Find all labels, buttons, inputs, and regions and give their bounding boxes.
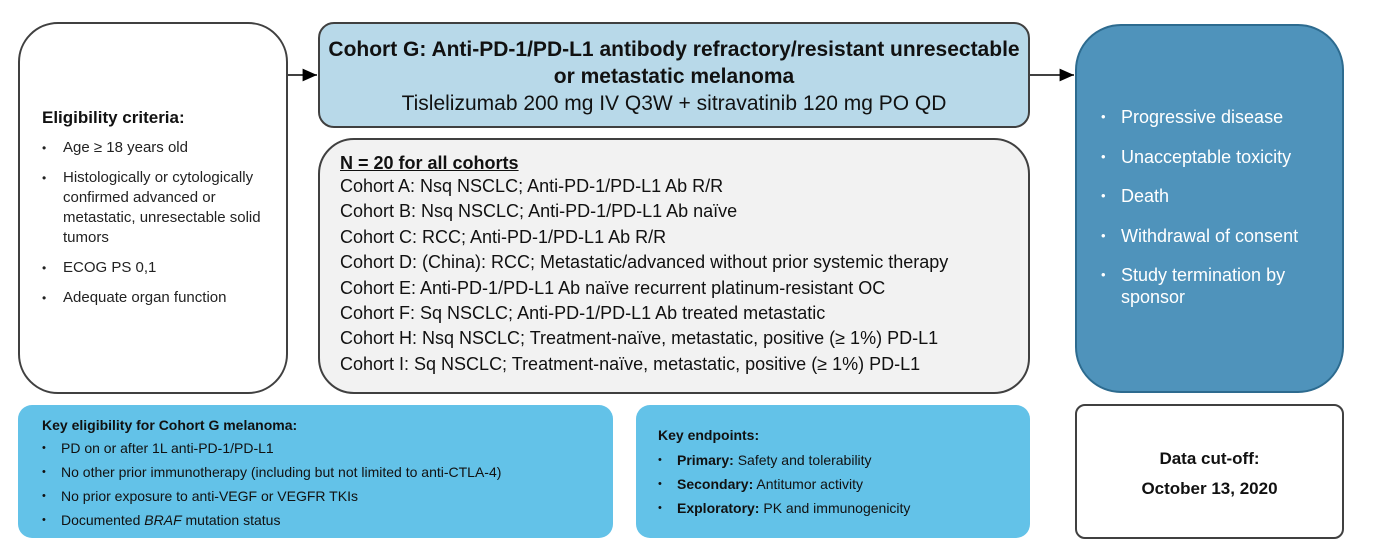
cohort-item: Cohort D: (China): RCC; Metastatic/advan… bbox=[340, 252, 949, 273]
key-eligibility-item: No prior exposure to anti-VEGF or VEGFR … bbox=[42, 487, 599, 505]
key-eligibility-text: No other prior immunotherapy (including … bbox=[61, 464, 502, 480]
key-eligibility-text: No prior exposure to anti-VEGF or VEGFR … bbox=[61, 488, 358, 504]
cohorts-list: Cohort A: Nsq NSCLC; Anti-PD-1/PD-L1 Ab … bbox=[340, 174, 1028, 377]
discontinuation-item: Death bbox=[1101, 185, 1324, 207]
cohort-g-box: Cohort G: Anti-PD-1/PD-L1 antibody refra… bbox=[318, 22, 1030, 128]
key-eligibility-text: mutation status bbox=[181, 512, 281, 528]
data-cutoff-label: Data cut-off: bbox=[1159, 449, 1260, 468]
cohorts-box: N = 20 for all cohorts Cohort A: Nsq NSC… bbox=[318, 138, 1030, 394]
endpoint-label: Exploratory: bbox=[677, 500, 760, 516]
endpoint-value: PK and immunogenicity bbox=[759, 500, 911, 516]
key-eligibility-text: Documented bbox=[61, 512, 145, 528]
key-eligibility-item: No other prior immunotherapy (including … bbox=[42, 463, 599, 481]
endpoint-item: Exploratory: PK and immunogenicity bbox=[658, 499, 1018, 517]
discontinuation-list: Progressive disease Unacceptable toxicit… bbox=[1101, 106, 1324, 308]
eligibility-title: Eligibility criteria: bbox=[42, 108, 185, 127]
discontinuation-item: Progressive disease bbox=[1101, 106, 1324, 128]
key-eligibility-box: Key eligibility for Cohort G melanoma: P… bbox=[18, 405, 613, 538]
key-eligibility-title: Key eligibility for Cohort G melanoma: bbox=[42, 417, 298, 433]
endpoint-value: Antitumor activity bbox=[753, 476, 863, 492]
cohort-item: Cohort I: Sq NSCLC; Treatment-naïve, met… bbox=[340, 353, 921, 374]
eligibility-criteria-box: Eligibility criteria: Age ≥ 18 years old… bbox=[18, 22, 288, 394]
key-endpoints-list: Primary: Safety and tolerability Seconda… bbox=[658, 451, 1018, 517]
cohort-item: Cohort F: Sq NSCLC; Anti-PD-1/PD-L1 Ab t… bbox=[340, 303, 826, 324]
discontinuation-box: Progressive disease Unacceptable toxicit… bbox=[1075, 24, 1344, 393]
cohorts-heading: N = 20 for all cohorts bbox=[340, 153, 519, 173]
key-eligibility-list: PD on or after 1L anti-PD-1/PD-L1 No oth… bbox=[42, 439, 599, 529]
key-endpoints-title: Key endpoints: bbox=[658, 427, 760, 443]
endpoint-label: Primary: bbox=[677, 452, 734, 468]
braf-gene-name: BRAF bbox=[144, 512, 182, 528]
key-endpoints-box: Key endpoints: Primary: Safety and toler… bbox=[636, 405, 1030, 538]
eligibility-list: Age ≥ 18 years old Histologically or cyt… bbox=[42, 138, 274, 308]
eligibility-item: Histologically or cytologically confirme… bbox=[42, 168, 274, 248]
cohort-item: Cohort E: Anti-PD-1/PD-L1 Ab naïve recur… bbox=[340, 277, 886, 298]
cohort-g-title: Cohort G: Anti-PD-1/PD-L1 antibody refra… bbox=[328, 38, 1020, 88]
cohort-item: Cohort A: Nsq NSCLC; Anti-PD-1/PD-L1 Ab … bbox=[340, 176, 724, 196]
data-cutoff-date: October 13, 2020 bbox=[1141, 479, 1278, 498]
key-eligibility-item: Documented BRAF mutation status bbox=[42, 511, 599, 529]
discontinuation-item: Withdrawal of consent bbox=[1101, 225, 1324, 247]
key-eligibility-text: PD on or after 1L anti-PD-1/PD-L1 bbox=[61, 440, 274, 456]
endpoint-item: Secondary: Antitumor activity bbox=[658, 475, 1018, 493]
endpoint-value: Safety and tolerability bbox=[733, 452, 872, 468]
cohort-item: Cohort H: Nsq NSCLC; Treatment-naïve, me… bbox=[340, 328, 939, 349]
cohort-g-regimen: Tislelizumab 200 mg IV Q3W + sitravatini… bbox=[401, 92, 947, 115]
eligibility-item: ECOG PS 0,1 bbox=[42, 258, 274, 278]
data-cutoff-box: Data cut-off: October 13, 2020 bbox=[1075, 404, 1344, 539]
key-eligibility-item: PD on or after 1L anti-PD-1/PD-L1 bbox=[42, 439, 599, 457]
discontinuation-item: Unacceptable toxicity bbox=[1101, 146, 1324, 168]
cohort-item: Cohort B: Nsq NSCLC; Anti-PD-1/PD-L1 Ab … bbox=[340, 201, 738, 222]
cohort-item: Cohort C: RCC; Anti-PD-1/PD-L1 Ab R/R bbox=[340, 226, 667, 247]
eligibility-item: Age ≥ 18 years old bbox=[42, 138, 274, 158]
discontinuation-item: Study termination by sponsor bbox=[1101, 264, 1324, 308]
eligibility-item: Adequate organ function bbox=[42, 288, 274, 308]
endpoint-item: Primary: Safety and tolerability bbox=[658, 451, 1018, 469]
endpoint-label: Secondary: bbox=[677, 476, 754, 492]
